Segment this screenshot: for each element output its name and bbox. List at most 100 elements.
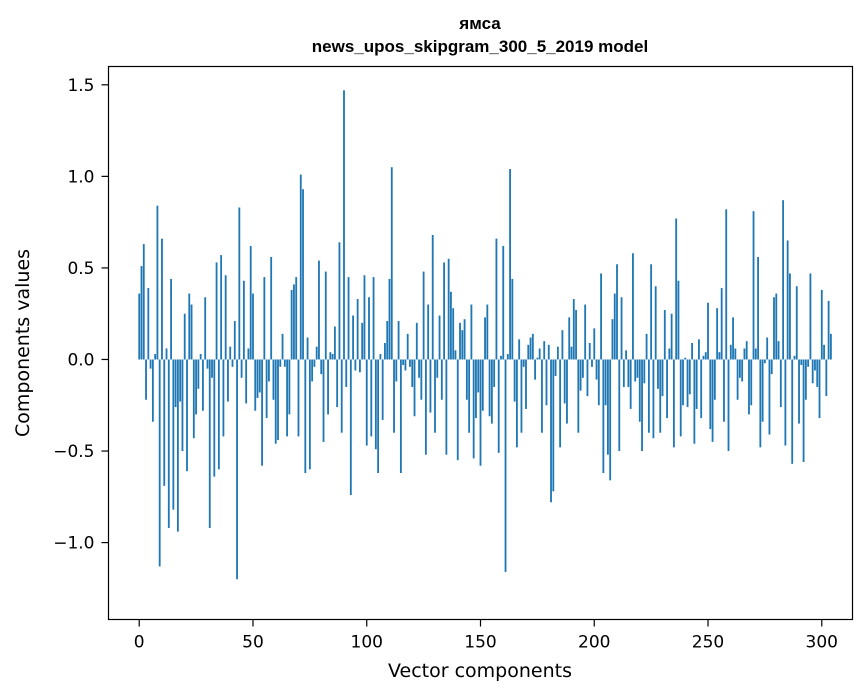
bar-278 [770, 359, 773, 375]
bar-64 [283, 359, 286, 367]
bar-230 [661, 359, 664, 397]
bar-183 [554, 359, 557, 376]
y-tick-label-0: −1.0 [53, 534, 94, 554]
bar-114 [397, 321, 400, 360]
bar-288 [793, 355, 796, 360]
bar-series [138, 90, 832, 580]
bar-24 [192, 359, 195, 439]
bar-113 [395, 359, 398, 382]
bar-112 [393, 359, 395, 433]
bar-243 [691, 343, 694, 360]
bar-99 [363, 275, 366, 360]
bar-300 [820, 289, 823, 360]
bar-213 [622, 359, 625, 387]
bar-73 [304, 359, 307, 474]
chart-subtitle: news_upos_skipgram_300_5_2019 model [312, 37, 648, 56]
bar-34 [215, 262, 218, 360]
bar-284 [784, 359, 787, 446]
y-tick-label-4: 1.0 [67, 167, 94, 187]
bar-149 [477, 359, 480, 393]
bar-157 [495, 238, 498, 360]
bar-238 [679, 359, 682, 437]
bar-28 [202, 359, 204, 411]
bar-26 [197, 359, 200, 389]
bar-180 [547, 344, 550, 360]
bar-98 [361, 322, 364, 360]
bar-273 [759, 359, 762, 448]
bar-82 [324, 271, 327, 360]
bar-153 [486, 304, 489, 360]
bar-92 [347, 277, 350, 360]
bar-38 [224, 275, 227, 360]
bar-155 [490, 359, 493, 424]
bar-19 [181, 359, 184, 452]
bar-17 [176, 359, 179, 532]
bar-117 [404, 359, 407, 371]
bar-118 [406, 333, 409, 360]
bar-205 [604, 359, 607, 406]
bar-185 [559, 359, 562, 448]
bar-47 [245, 359, 248, 404]
y-tick-label-3: 0.5 [67, 259, 94, 279]
bar-77 [313, 359, 316, 367]
bar-108 [384, 343, 386, 360]
bar-116 [402, 359, 405, 365]
bar-293 [804, 359, 807, 400]
bar-229 [659, 359, 662, 433]
bar-257 [723, 359, 725, 422]
bar-79 [318, 260, 320, 360]
bar-282 [779, 359, 782, 408]
bar-52 [256, 359, 259, 398]
bar-58 [270, 256, 273, 360]
bar-294 [807, 359, 810, 367]
bar-231 [663, 310, 666, 360]
bar-128 [429, 359, 432, 413]
bar-69 [295, 277, 298, 360]
bar-100 [365, 359, 368, 446]
bar-303 [827, 300, 830, 360]
bar-20 [183, 313, 186, 360]
bar-96 [356, 299, 359, 360]
bar-222 [643, 359, 646, 384]
bar-89 [340, 359, 343, 433]
bar-105 [377, 359, 380, 474]
bar-202 [597, 359, 600, 406]
bar-199 [591, 359, 593, 367]
bar-2 [142, 244, 145, 360]
bar-124 [420, 359, 423, 400]
bar-139 [454, 350, 457, 360]
bar-36 [220, 255, 223, 360]
bar-221 [641, 359, 643, 452]
bar-296 [811, 359, 814, 384]
bar-72 [302, 189, 304, 360]
bar-145 [468, 359, 471, 433]
bar-219 [636, 359, 639, 378]
bar-57 [267, 359, 270, 382]
bar-76 [311, 359, 314, 382]
bar-270 [752, 211, 755, 360]
bar-144 [465, 359, 468, 400]
y-tick-label-2: 0.0 [67, 350, 94, 370]
bar-169 [522, 359, 525, 367]
bar-176 [538, 348, 541, 360]
bar-189 [568, 317, 571, 360]
bar-126 [424, 359, 427, 455]
bar-241 [686, 359, 689, 408]
bar-164 [511, 278, 514, 360]
bar-291 [800, 359, 803, 365]
bar-233 [668, 348, 671, 360]
bar-16 [174, 359, 177, 408]
bar-65 [286, 359, 289, 437]
bar-268 [748, 359, 750, 415]
bar-49 [249, 245, 252, 360]
x-tick-label-250: 250 [692, 633, 724, 653]
bar-91 [345, 359, 348, 387]
bar-88 [338, 242, 341, 360]
bar-59 [272, 359, 275, 400]
bar-48 [247, 348, 250, 360]
bar-137 [450, 291, 452, 360]
bar-239 [682, 359, 684, 406]
bar-63 [281, 333, 284, 360]
bar-276 [766, 337, 769, 360]
bar-134 [443, 262, 446, 360]
